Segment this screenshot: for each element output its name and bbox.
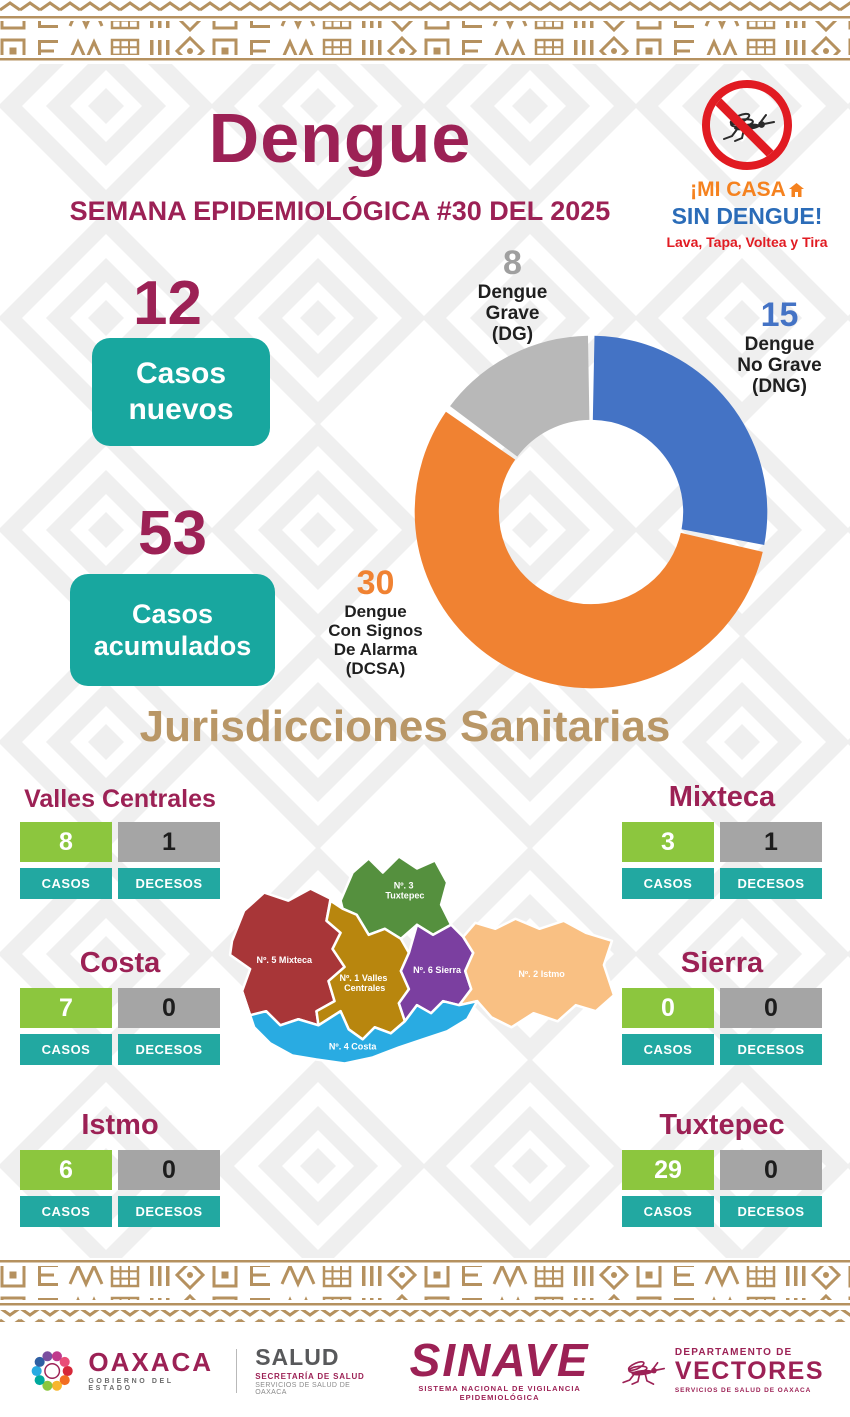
jurisdiction-istmo: Istmo 6 0 CASOS DECESOS <box>20 1100 220 1227</box>
oaxaca-name: OAXACA <box>88 1347 214 1377</box>
page-subtitle: SEMANA EPIDEMIOLÓGICA #30 DEL 2025 <box>69 196 611 226</box>
casos-label: CASOS <box>622 868 714 899</box>
casos-nuevos-pill: Casos nuevos <box>92 338 270 446</box>
vectores-sub: SERVICIOS DE SALUD DE OAXACA <box>674 1386 812 1394</box>
campaign-line1-text: ¡MI CASA <box>690 178 786 201</box>
casos-value: 0 <box>622 988 714 1028</box>
label-dengue-no-grave: 15 Dengue No Grave (DNG) <box>712 296 847 398</box>
jurisdiction-name: Valles Centrales <box>24 785 216 813</box>
oaxaca-sub: GOBIERNO DEL ESTADO <box>88 1378 174 1392</box>
oaxaca-logo-text: OAXACA GOBIERNO DEL ESTADO <box>88 1349 218 1392</box>
sinave-logo: SINAVE SISTEMA NACIONAL DE VIGILANCIA EP… <box>380 1333 619 1403</box>
jurisdiction-table: 0 0 CASOS DECESOS <box>622 988 822 1065</box>
decesos-value: 0 <box>118 988 220 1028</box>
decesos-value: 0 <box>118 1150 220 1190</box>
oaxaca-salud-logos: OAXACA GOBIERNO DEL ESTADO SALUD SECRETA… <box>26 1344 380 1398</box>
decesos-value: 1 <box>118 822 220 862</box>
jurisdiction-table: 7 0 CASOS DECESOS <box>20 988 220 1065</box>
vectores-text: DEPARTAMENTO DE VECTORES SERVICIOS DE SA… <box>675 1347 824 1393</box>
dng-text: Dengue No Grave (DNG) <box>737 333 822 398</box>
decesos-label: DECESOS <box>720 868 822 899</box>
casos-value: 29 <box>622 1150 714 1190</box>
casos-value: 6 <box>20 1150 112 1190</box>
casos-label: CASOS <box>622 1034 714 1065</box>
casos-acumulados-pill: Casos acumulados <box>70 574 275 686</box>
jurisdiction-tuxtepec: Tuxtepec 29 0 CASOS DECESOS <box>622 1100 822 1227</box>
decesos-label: DECESOS <box>118 868 220 899</box>
jurisdiction-table: 29 0 CASOS DECESOS <box>622 1150 822 1227</box>
house-icon <box>788 183 804 197</box>
vectores-line1: DEPARTAMENTO DE <box>674 1347 793 1359</box>
map-region-costa <box>240 989 479 1065</box>
jurisdiction-name: Istmo <box>81 1109 159 1141</box>
jurisdicciones-heading: Jurisdicciones Sanitarias <box>139 702 671 751</box>
decesos-label: DECESOS <box>118 1196 220 1227</box>
dng-value: 15 <box>760 296 799 334</box>
casos-label: CASOS <box>20 1034 112 1065</box>
casos-label: CASOS <box>622 1196 714 1227</box>
decesos-label: DECESOS <box>720 1196 822 1227</box>
label-dengue-signos-alarma: 30 Dengue Con Signos De Alarma (DCSA) <box>318 564 433 678</box>
casos-nuevos-value: 12 <box>133 269 202 338</box>
decesos-value: 0 <box>720 1150 822 1190</box>
map-label-istmo: Nº. 2 Istmo <box>518 969 565 979</box>
jurisdiction-costa: Costa 7 0 CASOS DECESOS <box>20 938 220 1065</box>
jurisdiction-name: Tuxtepec <box>659 1109 785 1141</box>
donut-slice <box>414 335 768 689</box>
page-title: Dengue <box>208 99 472 177</box>
jurisdiction-table: 6 0 CASOS DECESOS <box>20 1150 220 1227</box>
map-label-mixteca: Nº. 5 Mixteca <box>257 955 313 965</box>
jurisdiction-name: Costa <box>79 947 161 979</box>
jurisdiction-name: Mixteca <box>668 781 776 813</box>
decesos-label: DECESOS <box>720 1034 822 1065</box>
oaxaca-rosette-icon <box>31 1350 73 1391</box>
decesos-value: 1 <box>720 822 822 862</box>
decesos-label: DECESOS <box>118 1034 220 1065</box>
dg-value: 8 <box>503 244 522 282</box>
casos-value: 7 <box>20 988 112 1028</box>
dcsa-text: Dengue Con Signos De Alarma (DCSA) <box>328 601 423 678</box>
footer-divider <box>236 1348 238 1393</box>
casos-label: CASOS <box>20 868 112 899</box>
campaign-line3: Lava, Tapa, Voltea y Tira <box>666 234 828 250</box>
map-label-sierra: Nº. 6 Sierra <box>413 965 462 975</box>
vectores-logo: DEPARTAMENTO DE VECTORES SERVICIOS DE SA… <box>619 1347 824 1394</box>
vectores-mosquito-icon <box>622 1360 665 1385</box>
jurisdiction-table: 8 1 CASOS DECESOS <box>20 822 220 899</box>
sinave-sub: SISTEMA NACIONAL DE VIGILANCIA EPIDEMIOL… <box>418 1384 581 1403</box>
map-label-costa: Nº. 4 Costa <box>329 1041 377 1051</box>
salud-name: SALUD <box>255 1344 340 1371</box>
campaign-line1: ¡MI CASA <box>648 178 846 202</box>
casos-acumulados-value: 53 <box>138 499 207 568</box>
jurisdiction-table: 3 1 CASOS DECESOS <box>622 822 822 899</box>
footer: OAXACA GOBIERNO DEL ESTADO SALUD SECRETA… <box>0 1324 850 1417</box>
vectores-name: VECTORES <box>674 1357 824 1386</box>
decorative-band-top <box>0 0 850 64</box>
decesos-value: 0 <box>720 988 822 1028</box>
jurisdiction-sierra: Sierra 0 0 CASOS DECESOS <box>622 938 822 1065</box>
casos-value: 8 <box>20 822 112 862</box>
jurisdiction-mixteca: Mixteca 3 1 CASOS DECESOS <box>622 772 822 899</box>
map-label-tuxtepec: Nº. 3 Tuxtepec <box>385 881 424 901</box>
label-dengue-grave: 8 Dengue Grave (DG) <box>430 244 595 346</box>
salud-line1: SECRETARÍA DE SALUD <box>255 1371 365 1381</box>
decorative-band-bottom <box>0 1258 850 1324</box>
sinave-name: SINAVE <box>409 1333 590 1386</box>
dcsa-value: 30 <box>356 564 395 602</box>
casos-label: CASOS <box>20 1196 112 1227</box>
jurisdiction-name: Sierra <box>680 947 764 979</box>
donut-slice <box>414 335 768 689</box>
oaxaca-map: Nº. 5 Mixteca Nº. 3 Tuxtepec Nº. 1 Valle… <box>228 855 616 1065</box>
no-mosquito-sign-icon <box>702 80 792 170</box>
salud-logo-text: SALUD SECRETARÍA DE SALUD SERVICIOS DE S… <box>255 1345 380 1395</box>
campaign-line2: SIN DENGUE! <box>671 203 823 229</box>
jurisdiction-valles-centrales: Valles Centrales 8 1 CASOS DECESOS <box>20 772 220 899</box>
campaign-logo: ¡MI CASA SIN DENGUE! Lava, Tapa, Voltea … <box>648 80 846 250</box>
dg-text: Dengue Grave (DG) <box>477 281 548 346</box>
donut-chart <box>414 335 768 689</box>
map-label-valles-centrales: Nº. 1 Valles Centrales <box>339 973 390 993</box>
casos-value: 3 <box>622 822 714 862</box>
salud-line2: SERVICIOS DE SALUD DE OAXACA <box>255 1381 351 1396</box>
